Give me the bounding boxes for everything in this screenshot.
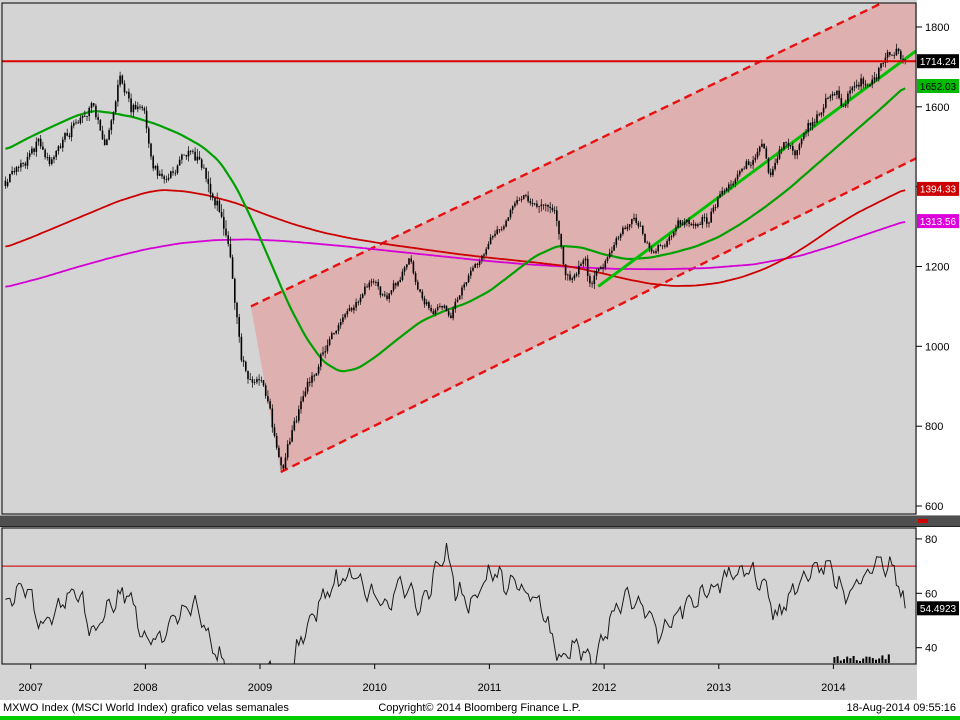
rsi-panel-frame	[1, 527, 917, 665]
mini-histogram	[833, 654, 890, 663]
price-axis: 180016001400120010008006008060401714.241…	[916, 22, 959, 655]
panel-divider[interactable]	[0, 515, 960, 527]
svg-text:800: 800	[925, 421, 943, 433]
svg-text:2007: 2007	[18, 682, 42, 694]
oscillator-panel	[2, 543, 916, 664]
candlestick-series	[4, 43, 906, 471]
ma-magenta-line	[5, 221, 906, 288]
rsi-line	[5, 543, 906, 664]
footer-timestamp: 18-Aug-2014 09:55:16	[846, 702, 957, 714]
svg-text:2011: 2011	[478, 682, 502, 694]
bottom-green-strip	[0, 716, 960, 720]
chart-canvas: 180016001400120010008006008060401714.241…	[0, 0, 960, 700]
svg-text:1800: 1800	[925, 22, 949, 34]
svg-text:1200: 1200	[925, 262, 949, 274]
svg-text:54.4923: 54.4923	[920, 604, 957, 615]
channel-upper-dashed-line	[250, 3, 885, 308]
footer-ticker-label: MXWO Index (MSCI World Index) grafico ve…	[3, 702, 289, 714]
svg-text:2012: 2012	[592, 682, 616, 694]
main-panel-frame	[1, 2, 917, 515]
main-price-panel	[2, 3, 916, 474]
svg-text:60: 60	[925, 588, 937, 600]
svg-text:1313.56: 1313.56	[920, 217, 957, 228]
right-axis-margin	[917, 0, 960, 700]
svg-text:2013: 2013	[707, 682, 731, 694]
ma-red-line	[5, 189, 906, 287]
time-axis: 2007 2008 2009 2010 2011 2012 2013 2014	[18, 664, 846, 694]
svg-text:2009: 2009	[248, 682, 272, 694]
channel-lower-dashed-line	[280, 157, 916, 474]
svg-text:1714.24: 1714.24	[920, 57, 957, 68]
divider-red-tick	[918, 519, 928, 523]
svg-text:1000: 1000	[925, 341, 949, 353]
svg-text:80: 80	[925, 534, 937, 546]
svg-text:2014: 2014	[821, 682, 845, 694]
svg-text:40: 40	[925, 643, 937, 655]
footer-copyright: Copyright© 2014 Bloomberg Finance L.P.	[378, 702, 581, 714]
trend-channel-fill	[250, 3, 916, 473]
svg-text:1394.33: 1394.33	[920, 185, 957, 196]
svg-text:2008: 2008	[133, 682, 157, 694]
svg-text:1600: 1600	[925, 102, 949, 114]
svg-text:2010: 2010	[362, 682, 386, 694]
status-bar: MXWO Index (MSCI World Index) grafico ve…	[0, 700, 960, 716]
svg-text:600: 600	[925, 501, 943, 513]
svg-text:1652.03: 1652.03	[920, 82, 957, 93]
